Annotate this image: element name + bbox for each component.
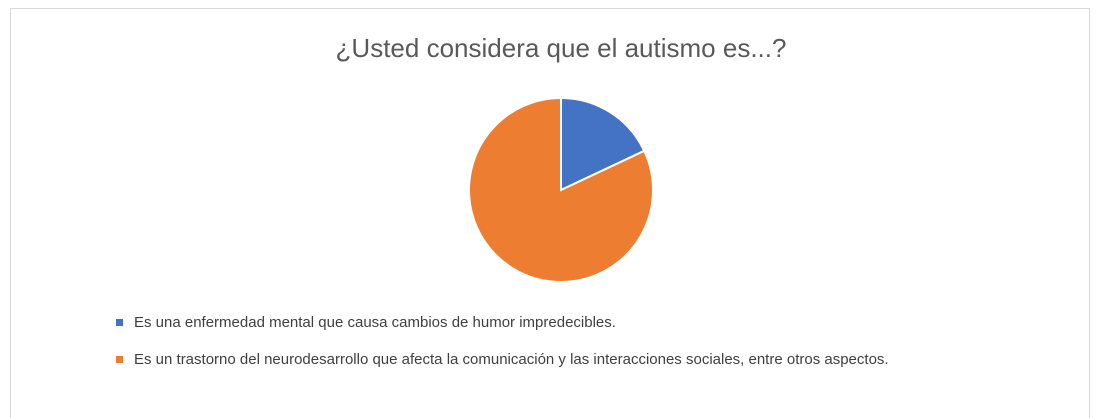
legend-entry: Es un trastorno del neurodesarrollo que … <box>116 347 1036 372</box>
legend-label: Es una enfermedad mental que causa cambi… <box>134 314 616 331</box>
legend-key <box>116 319 123 326</box>
pie-slice <box>468 96 654 283</box>
pie-slice <box>560 96 646 192</box>
legend-label: Es un trastorno del neurodesarrollo que … <box>134 351 889 368</box>
plot: ¿Usted considera que el autismo es...? <box>336 33 787 283</box>
legend: Es una enfermedad mental que causa cambi… <box>116 310 1036 384</box>
chart-title: ¿Usted considera que el autismo es...? <box>336 33 787 63</box>
legend-entry: Es una enfermedad mental que causa cambi… <box>116 310 1036 335</box>
chart-frame <box>10 8 1090 418</box>
legend-key <box>116 356 123 363</box>
